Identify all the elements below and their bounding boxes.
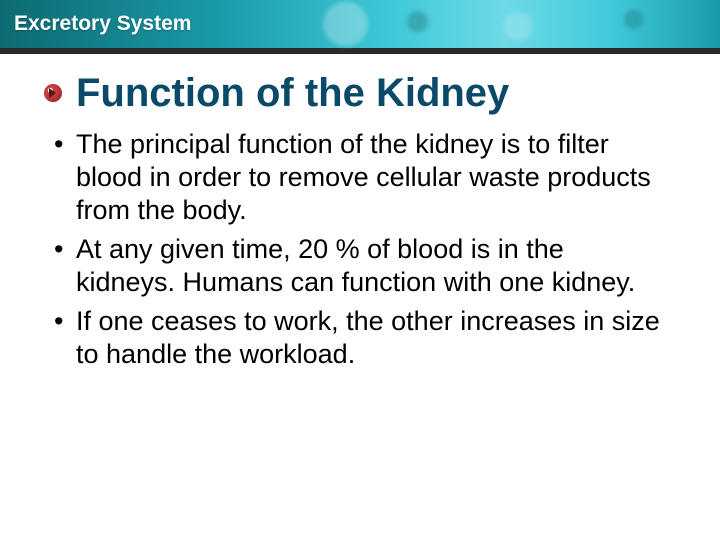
title-row: Function of the Kidney xyxy=(44,72,720,114)
slide: Excretory System Function of the Kidney … xyxy=(0,0,720,540)
list-item: If one ceases to work, the other increas… xyxy=(52,305,668,371)
slide-title: Function of the Kidney xyxy=(76,72,509,114)
header-band: Excretory System xyxy=(0,0,720,48)
list-item: The principal function of the kidney is … xyxy=(52,128,668,227)
arrow-disc-icon xyxy=(44,84,62,102)
list-item: At any given time, 20 % of blood is in t… xyxy=(52,233,668,299)
body-content: The principal function of the kidney is … xyxy=(0,128,720,371)
bullet-list: The principal function of the kidney is … xyxy=(52,128,668,371)
chapter-title: Excretory System xyxy=(0,12,191,36)
accent-bar xyxy=(0,48,720,54)
